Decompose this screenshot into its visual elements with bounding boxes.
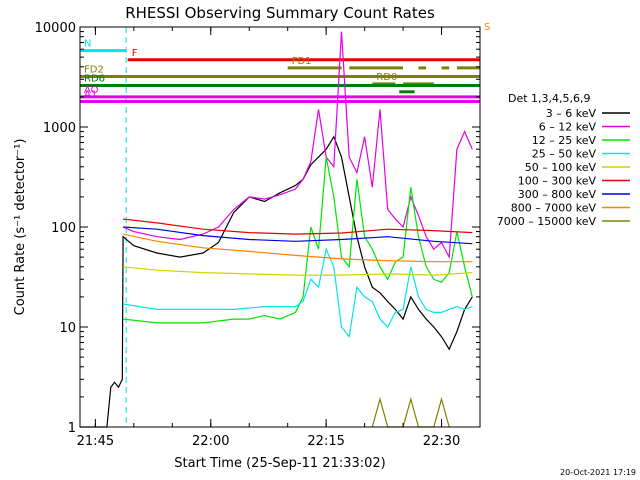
- flag-bar-label: FD2: [84, 64, 104, 75]
- y-tick-label: 100: [51, 221, 76, 236]
- series-line-8: [371, 396, 450, 428]
- flag-bar-label: A1: [84, 89, 97, 100]
- series-line-6: [123, 226, 473, 245]
- series-line-0: [80, 135, 473, 428]
- x-tick-label: 22:00: [192, 434, 229, 449]
- series-line-4: [123, 266, 473, 276]
- flag-bar-label: FD1: [292, 56, 312, 67]
- series-line-5: [123, 218, 473, 235]
- legend-entry-label: 100 – 300 keV: [518, 175, 597, 188]
- flag-bar-label: RD0: [376, 72, 397, 83]
- x-axis-label: Start Time (25-Sep-11 21:33:02): [174, 456, 385, 471]
- y-tick-label: 1000: [43, 121, 76, 136]
- flag-bar-label: S: [484, 22, 490, 33]
- footer-timestamp: 20-Oct-2021 17:19: [560, 468, 636, 477]
- x-tick-label: 22:30: [423, 434, 460, 449]
- series-line-2: [123, 156, 473, 324]
- legend-entry-label: 25 – 50 keV: [532, 148, 597, 161]
- legend-title: Det 1,3,4,5,6,9: [508, 92, 591, 105]
- legend-entry-label: 6 – 12 keV: [539, 121, 597, 134]
- flag-bar-label: RD6: [84, 74, 105, 85]
- legend-entry-label: 800 – 7000 keV: [511, 202, 597, 215]
- flag-bar-label: AO: [84, 85, 99, 96]
- y-tick-label: 10: [59, 321, 76, 336]
- legend-entry-label: 300 – 800 keV: [518, 188, 597, 201]
- y-tick-label: 1: [68, 421, 76, 436]
- series-line-7: [122, 233, 473, 263]
- chart-title: RHESSI Observing Summary Count Rates: [125, 4, 435, 22]
- x-tick-label: 21:45: [77, 434, 114, 449]
- flag-bar-label: F: [132, 48, 138, 59]
- legend-entry-label: 12 – 25 keV: [532, 134, 597, 147]
- x-tick-label: 22:15: [307, 434, 344, 449]
- legend-entry-label: 7000 – 15000 keV: [497, 215, 597, 228]
- series-line-3: [123, 247, 473, 339]
- y-tick-label: 10000: [35, 21, 76, 36]
- axes: 1 10 100 1000 10000 21:45 22:00 22:15 22:30: [35, 21, 481, 449]
- legend-entry-label: 3 – 6 keV: [546, 107, 597, 120]
- series-layer: [80, 31, 473, 428]
- y-axis-label: Count Rate (s⁻¹ detector⁻¹): [13, 139, 28, 316]
- series-line-1: [122, 31, 473, 260]
- flag-bar-label: N: [84, 39, 91, 50]
- legend-entry-label: 50 – 100 keV: [525, 161, 597, 174]
